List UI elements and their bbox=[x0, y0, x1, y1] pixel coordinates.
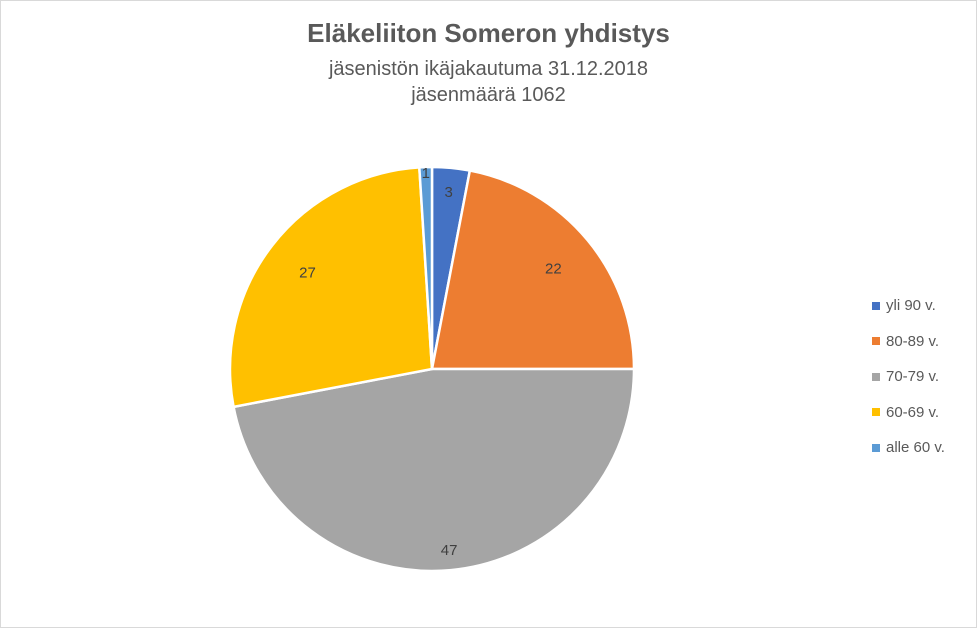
data-label-alle-60-v-: 1 bbox=[422, 165, 430, 182]
legend-item: 80-89 v. bbox=[872, 324, 945, 360]
legend-swatch bbox=[872, 443, 880, 452]
legend-label: 60-69 v. bbox=[886, 403, 940, 421]
chart-subtitle-members: jäsenmäärä 1062 bbox=[411, 84, 566, 106]
data-label-80-89-v-: 22 bbox=[545, 261, 562, 278]
pie-slice-alle-60-v- bbox=[417, 165, 434, 370]
data-label-60-69-v-: 27 bbox=[299, 264, 316, 281]
legend-item: 60-69 v. bbox=[872, 395, 945, 431]
legend-label: 70-79 v. bbox=[886, 368, 940, 386]
chart-subtitle-date: jäsenistön ikäjakautuma 31.12.2018 bbox=[328, 58, 649, 80]
legend-swatch bbox=[872, 408, 880, 417]
legend-label: alle 60 v. bbox=[886, 439, 945, 457]
legend-label: yli 90 v. bbox=[886, 297, 936, 315]
legend-label: 80-89 v. bbox=[886, 332, 940, 350]
data-label-70-79-v-: 47 bbox=[441, 542, 458, 559]
legend-item: alle 60 v. bbox=[872, 430, 945, 466]
pie-slice-60-69-v- bbox=[228, 166, 434, 409]
legend-swatch bbox=[872, 372, 880, 381]
legend-item: 70-79 v. bbox=[872, 359, 945, 395]
legend-swatch bbox=[872, 301, 880, 310]
legend-swatch bbox=[872, 337, 880, 346]
legend: yli 90 v. 80-89 v. 70-79 v. 60-69 v. alle 60… bbox=[872, 288, 945, 466]
data-label-yli-90-v-: 3 bbox=[445, 184, 453, 201]
pie-slice-80-89-v- bbox=[430, 169, 636, 371]
legend-item: yli 90 v. bbox=[872, 288, 945, 324]
pie-slice-70-79-v- bbox=[232, 367, 636, 573]
chart-title: Eläkeliiton Someron yhdistys bbox=[307, 18, 670, 48]
